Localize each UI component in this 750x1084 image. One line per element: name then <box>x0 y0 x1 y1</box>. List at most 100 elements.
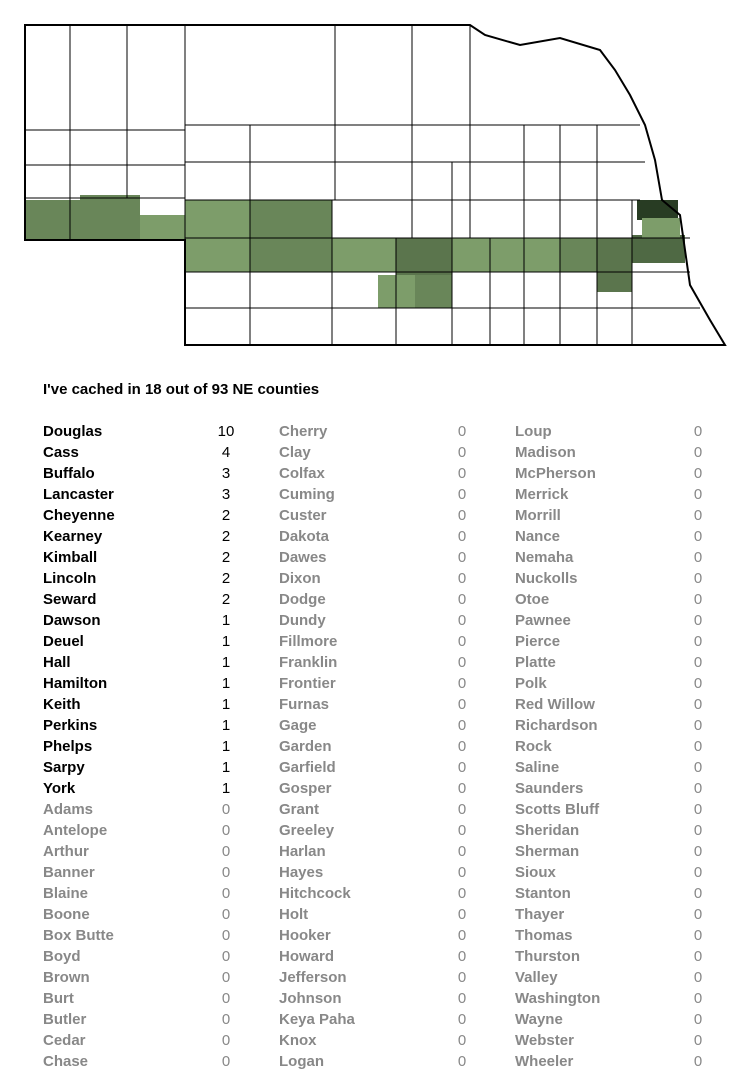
county-name: Red Willow <box>515 696 595 713</box>
county-name: Perkins <box>43 717 97 734</box>
county-fill <box>560 238 597 272</box>
county-fill <box>490 238 524 272</box>
county-count: 0 <box>458 696 466 713</box>
county-count: 0 <box>222 948 230 965</box>
county-name: Washington <box>515 990 600 1007</box>
county-count: 0 <box>458 570 466 587</box>
county-name: Morrill <box>515 507 561 524</box>
county-name: Douglas <box>43 423 102 440</box>
county-count: 0 <box>458 486 466 503</box>
county-name: Pierce <box>515 633 560 650</box>
county-name: Fillmore <box>279 633 337 650</box>
county-fill <box>332 238 396 272</box>
county-count: 0 <box>458 885 466 902</box>
county-count: 1 <box>222 717 230 734</box>
county-count: 0 <box>694 885 702 902</box>
summary-title: I've cached in 18 out of 93 NE counties <box>43 381 319 398</box>
county-count: 0 <box>458 927 466 944</box>
county-name: Cherry <box>279 423 328 440</box>
county-count: 0 <box>694 507 702 524</box>
county-name: Frontier <box>279 675 336 692</box>
county-count: 0 <box>694 675 702 692</box>
county-name: Blaine <box>43 885 88 902</box>
county-count: 0 <box>694 633 702 650</box>
county-name: Dawes <box>279 549 327 566</box>
county-name: Lancaster <box>43 486 114 503</box>
county-count: 10 <box>218 423 235 440</box>
county-count: 0 <box>222 1032 230 1049</box>
county-name: Boyd <box>43 948 81 965</box>
county-count: 0 <box>222 822 230 839</box>
county-name: Wayne <box>515 1011 563 1028</box>
county-name: Cass <box>43 444 79 461</box>
county-count: 0 <box>694 864 702 881</box>
county-name: Loup <box>515 423 552 440</box>
county-name: Deuel <box>43 633 84 650</box>
county-fill <box>632 235 685 263</box>
county-count: 0 <box>694 465 702 482</box>
county-count: 0 <box>458 465 466 482</box>
county-count: 0 <box>222 1053 230 1070</box>
county-name: Sherman <box>515 843 579 860</box>
county-count: 0 <box>694 591 702 608</box>
county-name: Madison <box>515 444 576 461</box>
county-count: 1 <box>222 780 230 797</box>
county-count: 2 <box>222 591 230 608</box>
county-name: Logan <box>279 1053 324 1070</box>
county-name: Johnson <box>279 990 342 1007</box>
county-fill <box>637 200 678 220</box>
county-count: 0 <box>458 675 466 692</box>
county-name: Cedar <box>43 1032 86 1049</box>
county-name: Hamilton <box>43 675 107 692</box>
county-name: Howard <box>279 948 334 965</box>
county-name: Garden <box>279 738 332 755</box>
county-count: 0 <box>694 906 702 923</box>
county-fill <box>597 238 632 292</box>
county-count: 0 <box>222 885 230 902</box>
county-count: 0 <box>222 864 230 881</box>
county-count: 0 <box>694 612 702 629</box>
county-name: Dixon <box>279 570 321 587</box>
county-count: 0 <box>694 486 702 503</box>
county-count: 2 <box>222 507 230 524</box>
county-fill <box>185 240 250 272</box>
county-count: 0 <box>694 969 702 986</box>
county-name: Hooker <box>279 927 331 944</box>
county-name: Arthur <box>43 843 89 860</box>
county-name: Phelps <box>43 738 92 755</box>
county-count: 0 <box>458 591 466 608</box>
county-count: 0 <box>458 864 466 881</box>
county-count: 0 <box>458 654 466 671</box>
county-name: Box Butte <box>43 927 114 944</box>
county-count: 0 <box>694 528 702 545</box>
county-name: Scotts Bluff <box>515 801 600 818</box>
county-name: Hayes <box>279 864 323 881</box>
county-name: Knox <box>279 1032 317 1049</box>
county-name: Otoe <box>515 591 549 608</box>
county-count: 2 <box>222 570 230 587</box>
county-name: Nuckolls <box>515 570 578 587</box>
county-count: 0 <box>694 990 702 1007</box>
county-name: Pawnee <box>515 612 571 629</box>
county-count: 0 <box>458 507 466 524</box>
county-count: 0 <box>458 633 466 650</box>
county-name: Cuming <box>279 486 335 503</box>
county-name: Banner <box>43 864 95 881</box>
county-count: 1 <box>222 654 230 671</box>
county-count: 0 <box>458 822 466 839</box>
county-name: Keith <box>43 696 81 713</box>
county-name: Harlan <box>279 843 326 860</box>
county-count: 0 <box>694 444 702 461</box>
county-name: Chase <box>43 1053 88 1070</box>
county-name: Brown <box>43 969 90 986</box>
county-name: McPherson <box>515 465 596 482</box>
county-count: 1 <box>222 675 230 692</box>
county-count: 0 <box>694 549 702 566</box>
county-count: 0 <box>222 801 230 818</box>
county-fill <box>25 200 80 240</box>
county-name: Valley <box>515 969 558 986</box>
county-count: 0 <box>458 717 466 734</box>
county-count: 1 <box>222 612 230 629</box>
